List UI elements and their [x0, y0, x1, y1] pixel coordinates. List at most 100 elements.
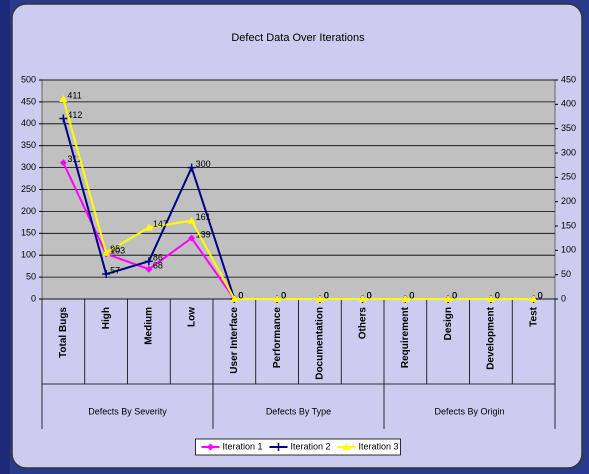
data-label: 0	[495, 290, 500, 300]
data-label: 0	[452, 290, 457, 300]
data-label: 0	[281, 290, 286, 300]
group-label: Defects By Severity	[88, 406, 167, 416]
y2-tick-label: 250	[561, 172, 576, 182]
data-label: 0	[281, 290, 286, 300]
marker	[102, 248, 111, 256]
x-tick-label: User Interface	[229, 307, 240, 374]
x-tick-label: Low	[186, 307, 197, 327]
chart-title: Defect Data Over Iterations	[231, 32, 365, 44]
x-tick-label: Test	[528, 306, 539, 326]
data-label: 0	[324, 290, 329, 300]
data-label: 0	[452, 290, 457, 300]
x-tick-label: Requirement	[400, 306, 411, 368]
marker	[315, 295, 324, 302]
y-tick-label: 350	[21, 140, 36, 150]
marker	[188, 234, 196, 242]
x-tick-label: Medium	[144, 307, 155, 345]
legend-label: Iteration 1	[223, 441, 263, 451]
data-label: 0	[367, 290, 372, 300]
x-tick-label: Documentation	[315, 307, 326, 380]
data-label: 86	[153, 253, 163, 263]
y2-tick-label: 200	[561, 196, 576, 206]
marker	[59, 94, 68, 102]
marker	[187, 163, 196, 172]
group-label: Defects By Origin	[434, 406, 504, 416]
y2-tick-label: 0	[561, 293, 566, 303]
y-tick-label: 300	[21, 162, 36, 172]
data-label: 0	[324, 290, 329, 300]
data-label: 161	[196, 212, 211, 222]
data-label: 0	[495, 290, 500, 300]
marker	[59, 159, 67, 167]
data-label: 0	[367, 290, 372, 300]
y-tick-label: 150	[21, 228, 36, 238]
x-tick-label: Total Bugs	[58, 307, 69, 358]
y-tick-label: 400	[21, 118, 36, 128]
data-label: 0	[538, 290, 543, 300]
legend-label: Iteration 2	[291, 441, 331, 451]
data-label: 0	[538, 290, 543, 300]
data-label: 0	[238, 290, 243, 300]
marker	[444, 295, 453, 302]
data-label: 68	[153, 261, 163, 271]
marker	[529, 295, 538, 302]
y-tick-label: 100	[21, 250, 36, 260]
y2-tick-label: 150	[561, 220, 576, 230]
marker	[486, 295, 495, 302]
y-tick-label: 500	[21, 74, 36, 84]
left-edge	[0, 0, 10, 474]
x-tick-label: Design	[443, 307, 454, 340]
y-tick-label: 200	[21, 206, 36, 216]
data-label: 0	[281, 290, 286, 300]
marker	[273, 295, 282, 302]
x-tick-label: Development	[486, 306, 497, 369]
y2-tick-label: 300	[561, 147, 576, 157]
data-label: 147	[153, 219, 168, 229]
legend-label: Iteration 3	[359, 441, 399, 451]
marker	[358, 295, 367, 302]
data-label: 411	[67, 90, 81, 100]
y2-tick-label: 100	[561, 245, 576, 255]
data-label: 57	[110, 265, 120, 275]
data-label: 0	[409, 290, 414, 300]
series-line	[62, 98, 534, 300]
data-label: 0	[409, 290, 414, 300]
marker	[102, 270, 111, 279]
data-label: 0	[238, 290, 243, 300]
y-tick-label: 250	[21, 184, 36, 194]
marker	[342, 443, 351, 450]
data-label: 0	[538, 290, 543, 300]
marker	[274, 443, 283, 451]
data-label: 0	[452, 290, 457, 300]
y-tick-label: 0	[31, 293, 36, 303]
x-tick-label: Others	[357, 307, 368, 340]
x-tick-label: Performance	[272, 307, 283, 369]
data-label: 95	[110, 244, 120, 254]
data-label: 0	[238, 290, 243, 300]
y2-tick-label: 350	[561, 123, 576, 133]
data-label: 139	[196, 229, 211, 239]
legend-box	[195, 438, 401, 456]
marker	[144, 223, 153, 231]
y-tick-label: 450	[21, 96, 36, 106]
y2-tick-label: 50	[561, 269, 571, 279]
data-label: 0	[409, 290, 414, 300]
data-label: 0	[495, 290, 500, 300]
data-label: 0	[367, 290, 372, 300]
y-tick-label: 50	[26, 271, 36, 281]
y2-tick-label: 450	[561, 74, 576, 84]
data-label: 300	[196, 159, 211, 169]
marker	[187, 216, 196, 224]
x-tick-label: High	[101, 307, 112, 329]
marker	[59, 114, 68, 123]
marker	[401, 295, 410, 302]
marker	[230, 295, 239, 302]
data-label: 103	[110, 245, 125, 255]
data-label: 0	[324, 290, 329, 300]
marker	[144, 257, 153, 266]
marker	[207, 443, 214, 451]
data-label: 412	[67, 110, 82, 120]
group-label: Defects By Type	[266, 406, 331, 416]
